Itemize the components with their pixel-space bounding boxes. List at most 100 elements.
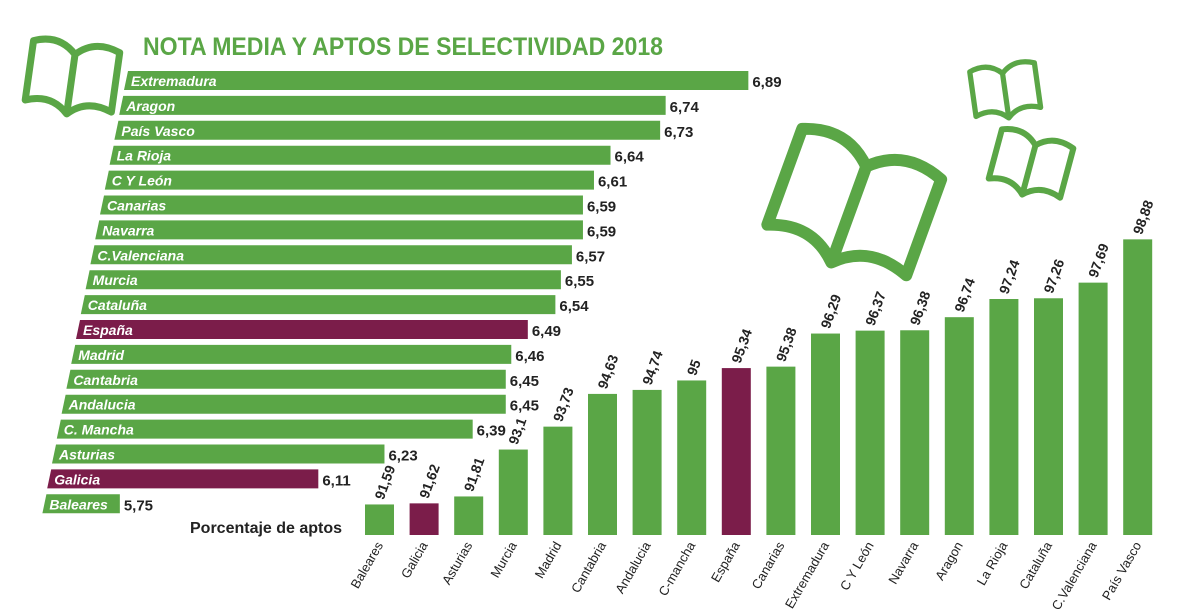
bar-label: Baleares bbox=[49, 496, 108, 512]
value-label: 6,49 bbox=[532, 323, 561, 340]
x-tick-label: Galicia bbox=[398, 538, 431, 581]
bar-label: Andalucia bbox=[68, 397, 136, 413]
x-tick-label: País Vasco bbox=[1099, 539, 1144, 603]
value-label: 6,57 bbox=[576, 248, 605, 265]
bar bbox=[454, 496, 484, 535]
value-label: 91,81 bbox=[460, 455, 487, 494]
bar bbox=[989, 299, 1019, 535]
bar bbox=[85, 270, 561, 290]
value-label: 96,37 bbox=[862, 289, 889, 328]
x-tick-label: La Rioja bbox=[974, 538, 1011, 587]
value-label: 97,24 bbox=[996, 257, 1023, 296]
value-label: 95,34 bbox=[728, 327, 755, 366]
value-label: 6,64 bbox=[615, 149, 645, 166]
bar bbox=[42, 494, 120, 514]
x-tick-label: Navarra bbox=[885, 538, 921, 586]
value-label: 6,61 bbox=[598, 174, 627, 191]
x-tick-label: Canarias bbox=[748, 539, 787, 592]
x-tick-label: España bbox=[708, 538, 743, 584]
value-label: 6,23 bbox=[388, 448, 417, 465]
value-label: 6,89 bbox=[752, 74, 781, 91]
bar-label: C Y León bbox=[112, 173, 172, 189]
bar bbox=[71, 344, 512, 364]
x-tick-label: C-mancha bbox=[655, 538, 698, 598]
bar bbox=[124, 71, 749, 90]
bar bbox=[100, 195, 583, 215]
bar bbox=[811, 333, 840, 535]
bar bbox=[95, 220, 583, 240]
value-label: 6,45 bbox=[510, 373, 539, 390]
value-label: 6,11 bbox=[322, 472, 350, 489]
bar bbox=[766, 366, 796, 535]
x-tick-label: C Y León bbox=[837, 539, 877, 593]
value-label: 6,59 bbox=[587, 223, 616, 240]
value-label: 5,75 bbox=[124, 497, 153, 514]
value-label: 96,29 bbox=[817, 292, 844, 331]
bar bbox=[1034, 298, 1063, 535]
x-tick-label: Madrid bbox=[532, 539, 565, 581]
bar bbox=[498, 449, 528, 535]
x-tick-label: Murcia bbox=[487, 538, 520, 580]
chart-title: NOTA MEDIA Y APTOS DE SELECTIVIDAD 2018 bbox=[143, 33, 663, 61]
bar bbox=[56, 419, 473, 439]
book-icon bbox=[985, 125, 1077, 201]
book-icons bbox=[21, 35, 1077, 282]
bar-label: España bbox=[83, 322, 133, 338]
value-label: 97,26 bbox=[1040, 257, 1067, 296]
bar-label: Navarra bbox=[102, 222, 154, 238]
book-icon bbox=[761, 122, 948, 282]
x-tick-label: Andalucia bbox=[612, 538, 654, 596]
value-label: 95 bbox=[683, 357, 703, 377]
bar bbox=[677, 380, 707, 535]
value-label: 6,55 bbox=[565, 273, 594, 290]
chart-title: Porcentaje de aptos bbox=[190, 520, 342, 537]
bar bbox=[80, 295, 556, 315]
bar bbox=[109, 145, 611, 165]
x-tick-label: Cantabria bbox=[568, 538, 610, 595]
bar-label: Cantabria bbox=[73, 372, 138, 388]
value-label: 93,73 bbox=[550, 385, 577, 424]
value-label: 91,59 bbox=[371, 463, 398, 502]
x-tick-label: Cataluña bbox=[1016, 538, 1055, 591]
bar-label: Canarias bbox=[107, 198, 166, 214]
bar bbox=[409, 503, 439, 535]
bar bbox=[365, 504, 394, 535]
bar bbox=[855, 330, 885, 535]
bar bbox=[944, 317, 974, 535]
value-label: 94,74 bbox=[639, 348, 666, 387]
value-label: 96,38 bbox=[906, 289, 933, 328]
value-label: 6,74 bbox=[670, 99, 700, 116]
bar bbox=[61, 394, 506, 414]
value-label: 98,88 bbox=[1129, 198, 1156, 237]
bar-label: La Rioja bbox=[117, 148, 172, 164]
value-label: 95,38 bbox=[773, 325, 800, 364]
value-label: 93,1 bbox=[505, 415, 529, 446]
bar bbox=[104, 170, 594, 190]
bar-label: País Vasco bbox=[121, 123, 195, 139]
bar bbox=[543, 426, 573, 535]
x-tick-label: Extremadura bbox=[782, 538, 833, 609]
value-label: 6,59 bbox=[587, 199, 616, 216]
book-icon bbox=[21, 35, 124, 118]
bar bbox=[721, 368, 751, 535]
bar-label: C.Valenciana bbox=[97, 247, 184, 263]
bar bbox=[66, 369, 506, 389]
value-label: 97,69 bbox=[1085, 241, 1112, 280]
book-icon bbox=[967, 59, 1044, 121]
x-tick-label: Aragon bbox=[932, 539, 966, 583]
bar-label: Murcia bbox=[93, 272, 138, 288]
bar bbox=[47, 469, 319, 489]
value-label: 6,73 bbox=[664, 124, 693, 141]
value-label: 91,62 bbox=[416, 462, 443, 501]
x-tick-label: Asturias bbox=[439, 539, 476, 588]
value-label: 6,39 bbox=[477, 423, 506, 440]
bar bbox=[588, 393, 617, 535]
bar bbox=[76, 320, 528, 339]
value-label: 6,46 bbox=[515, 348, 544, 365]
bar bbox=[900, 330, 930, 535]
bar bbox=[1078, 282, 1108, 535]
value-label: 6,45 bbox=[510, 398, 539, 415]
bar-label: Aragon bbox=[125, 98, 175, 114]
x-tick-label: Baleares bbox=[347, 539, 386, 591]
bar bbox=[632, 389, 662, 535]
